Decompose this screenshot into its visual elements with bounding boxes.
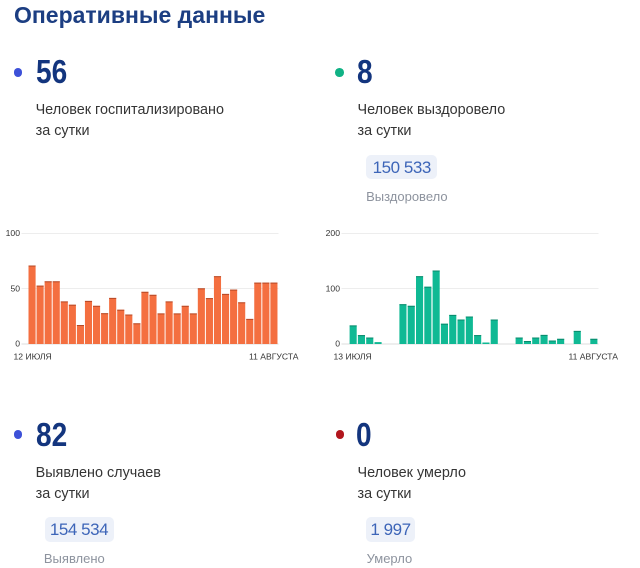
svg-text:12 ИЮЛЯ: 12 ИЮЛЯ [14, 352, 52, 362]
svg-text:0: 0 [335, 339, 340, 349]
svg-text:11 АВГУСТА: 11 АВГУСТА [568, 352, 618, 362]
svg-text:0: 0 [15, 339, 20, 349]
svg-text:200: 200 [326, 228, 341, 238]
svg-text:100: 100 [6, 228, 21, 238]
svg-text:13 ИЮЛЯ: 13 ИЮЛЯ [334, 352, 372, 362]
svg-text:50: 50 [10, 284, 20, 294]
svg-text:11 АВГУСТА: 11 АВГУСТА [249, 352, 299, 362]
svg-text:100: 100 [326, 284, 341, 294]
